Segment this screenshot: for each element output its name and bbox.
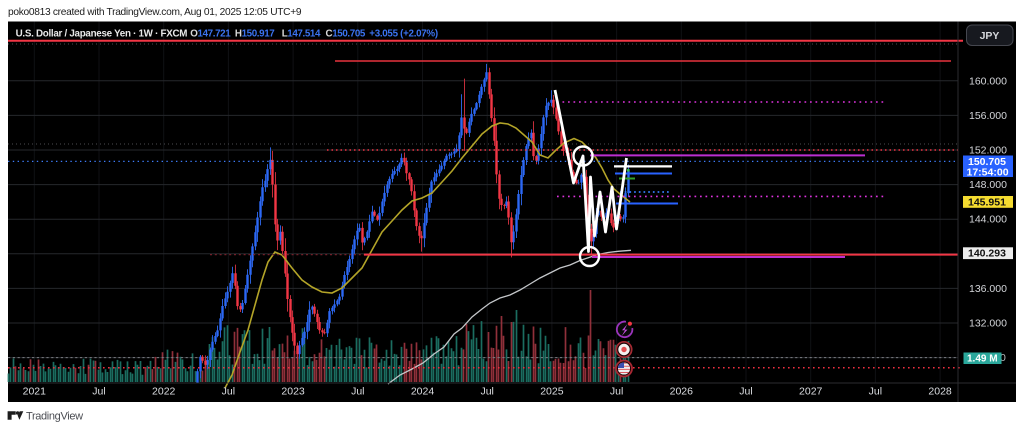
svg-text:2027: 2027 bbox=[799, 386, 823, 398]
svg-text:132.000: 132.000 bbox=[969, 318, 1007, 330]
svg-text:Jul: Jul bbox=[92, 386, 105, 398]
svg-text:2025: 2025 bbox=[540, 386, 564, 398]
svg-text:152.000: 152.000 bbox=[969, 145, 1007, 157]
svg-text:+3.055 (+2.07%): +3.055 (+2.07%) bbox=[369, 28, 438, 39]
svg-text:148.000: 148.000 bbox=[969, 179, 1007, 191]
svg-text:145.951: 145.951 bbox=[968, 196, 1006, 208]
svg-text:156.000: 156.000 bbox=[969, 110, 1007, 122]
svg-text:2026: 2026 bbox=[670, 386, 694, 398]
svg-text:0: 0 bbox=[1000, 352, 1006, 364]
svg-text:poko0813 created with TradingV: poko0813 created with TradingView.com, A… bbox=[8, 7, 302, 18]
svg-text:TradingView: TradingView bbox=[26, 410, 83, 422]
svg-text:JPY: JPY bbox=[980, 30, 1000, 42]
svg-text:140.293: 140.293 bbox=[968, 248, 1006, 260]
svg-text:2022: 2022 bbox=[152, 386, 176, 398]
svg-text:1.49 M: 1.49 M bbox=[967, 354, 998, 365]
svg-text:L147.514: L147.514 bbox=[282, 28, 321, 39]
svg-text:150.705: 150.705 bbox=[968, 156, 1006, 168]
svg-text:Jul: Jul bbox=[351, 386, 364, 398]
svg-text:2021: 2021 bbox=[23, 386, 47, 398]
svg-text:17:54:00: 17:54:00 bbox=[967, 166, 1009, 178]
svg-text:2024: 2024 bbox=[411, 386, 435, 398]
svg-text:Jul: Jul bbox=[739, 386, 752, 398]
svg-text:Jul: Jul bbox=[869, 386, 882, 398]
svg-text:2028: 2028 bbox=[928, 386, 952, 398]
svg-text:144.000: 144.000 bbox=[969, 214, 1007, 226]
svg-text:2023: 2023 bbox=[281, 386, 305, 398]
svg-text:Jul: Jul bbox=[480, 386, 493, 398]
svg-text:160.000: 160.000 bbox=[969, 75, 1007, 87]
svg-text:O147.721: O147.721 bbox=[190, 28, 231, 39]
svg-text:Jul: Jul bbox=[222, 386, 235, 398]
svg-text:136.000: 136.000 bbox=[969, 283, 1007, 295]
svg-text:Jul: Jul bbox=[610, 386, 623, 398]
svg-text:H150.917: H150.917 bbox=[235, 28, 275, 39]
svg-text:U.S. Dollar / Japanese Yen · 1: U.S. Dollar / Japanese Yen · 1W · FXCM bbox=[16, 28, 188, 39]
svg-text:C150.705: C150.705 bbox=[326, 28, 366, 39]
